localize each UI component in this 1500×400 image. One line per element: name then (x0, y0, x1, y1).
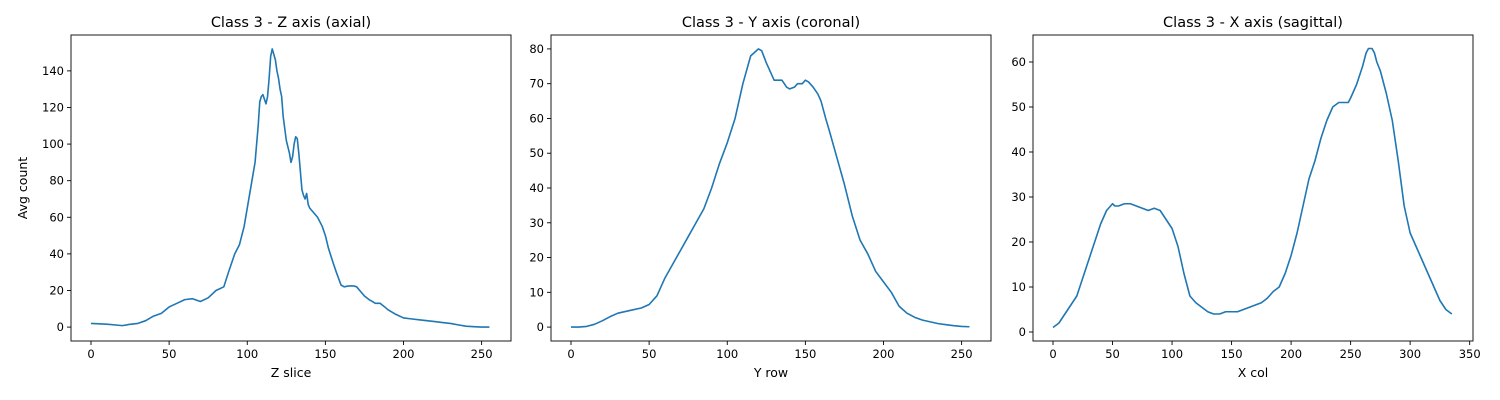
y-tick-label: 80 (529, 42, 544, 56)
y-tick-label: 0 (537, 320, 544, 334)
y-tick-label: 20 (49, 283, 64, 297)
x-tick-label: 150 (794, 347, 816, 361)
series-line (90, 48, 490, 328)
axes-frame (70, 34, 512, 342)
y-tick-label: 0 (57, 320, 64, 334)
subplot-x-axis: 0 50 100 150 200 250 300 350 0 10 20 30 40 50 60 Class … (1011, 15, 1480, 380)
x-tick-label: 250 (1340, 347, 1362, 361)
y-tick-label: 30 (1011, 190, 1026, 204)
y-tick-label: 10 (529, 285, 544, 299)
y-axis-label: Avg count (15, 157, 30, 219)
x-axis-label: X col (1238, 365, 1269, 380)
y-tick-label: 50 (1011, 100, 1026, 114)
axes-frame (1032, 34, 1474, 342)
x-tick-label: 100 (716, 347, 738, 361)
chart-title: Class 3 - Z axis (axial) (211, 15, 371, 31)
y-tick-label: 60 (1011, 55, 1026, 69)
x-tick-label: 250 (951, 347, 973, 361)
axes-frame (550, 34, 992, 342)
y-tick-label: 60 (529, 111, 544, 125)
y-tick-label: 20 (1011, 235, 1026, 249)
x-axis-label: Y row (753, 365, 788, 380)
x-tick-label: 100 (236, 347, 258, 361)
x-tick-label: 250 (471, 347, 493, 361)
y-tick-label: 40 (1011, 145, 1026, 159)
y-tick-label: 40 (49, 247, 64, 261)
y-tick-label: 10 (1011, 280, 1026, 294)
y-tick-label: 20 (529, 251, 544, 265)
y-tick-label: 120 (42, 100, 64, 114)
x-tick-label: 0 (567, 347, 574, 361)
x-tick-label: 200 (393, 347, 415, 361)
x-tick-label: 150 (1221, 347, 1243, 361)
x-tick-label: 0 (87, 347, 94, 361)
x-tick-label: 200 (1280, 347, 1302, 361)
x-tick-label: 50 (162, 347, 177, 361)
y-tick-label: 80 (49, 174, 64, 188)
x-tick-label: 350 (1459, 347, 1481, 361)
x-tick-label: 50 (1105, 347, 1120, 361)
y-tick-label: 100 (42, 137, 64, 151)
series-line (571, 48, 970, 328)
x-tick-label: 50 (642, 347, 657, 361)
x-axis-label: Z slice (271, 365, 312, 380)
y-tick-label: 140 (42, 64, 64, 78)
y-tick-label: 50 (529, 146, 544, 160)
x-tick-label: 0 (1049, 347, 1056, 361)
chart-title: Class 3 - Y axis (coronal) (682, 15, 860, 31)
x-tick-label: 200 (873, 347, 895, 361)
y-tick-label: 70 (529, 77, 544, 91)
y-tick-label: 60 (49, 210, 64, 224)
y-tick-label: 0 (1019, 325, 1026, 339)
subplot-y-axis: 0 50 100 150 200 250 0 10 20 30 40 50 60 70 80 Class 3 … (529, 15, 992, 380)
y-tick-label: 30 (529, 216, 544, 230)
x-tick-label: 100 (1161, 347, 1183, 361)
subplot-z-axis: 0 50 100 150 200 250 0 20 40 60 80 100 120 140 Class 3… (15, 15, 512, 380)
x-tick-label: 300 (1399, 347, 1421, 361)
y-tick-label: 40 (529, 181, 544, 195)
series-line (1052, 47, 1453, 329)
x-tick-label: 150 (314, 347, 336, 361)
chart-title: Class 3 - X axis (sagittal) (1163, 15, 1343, 31)
